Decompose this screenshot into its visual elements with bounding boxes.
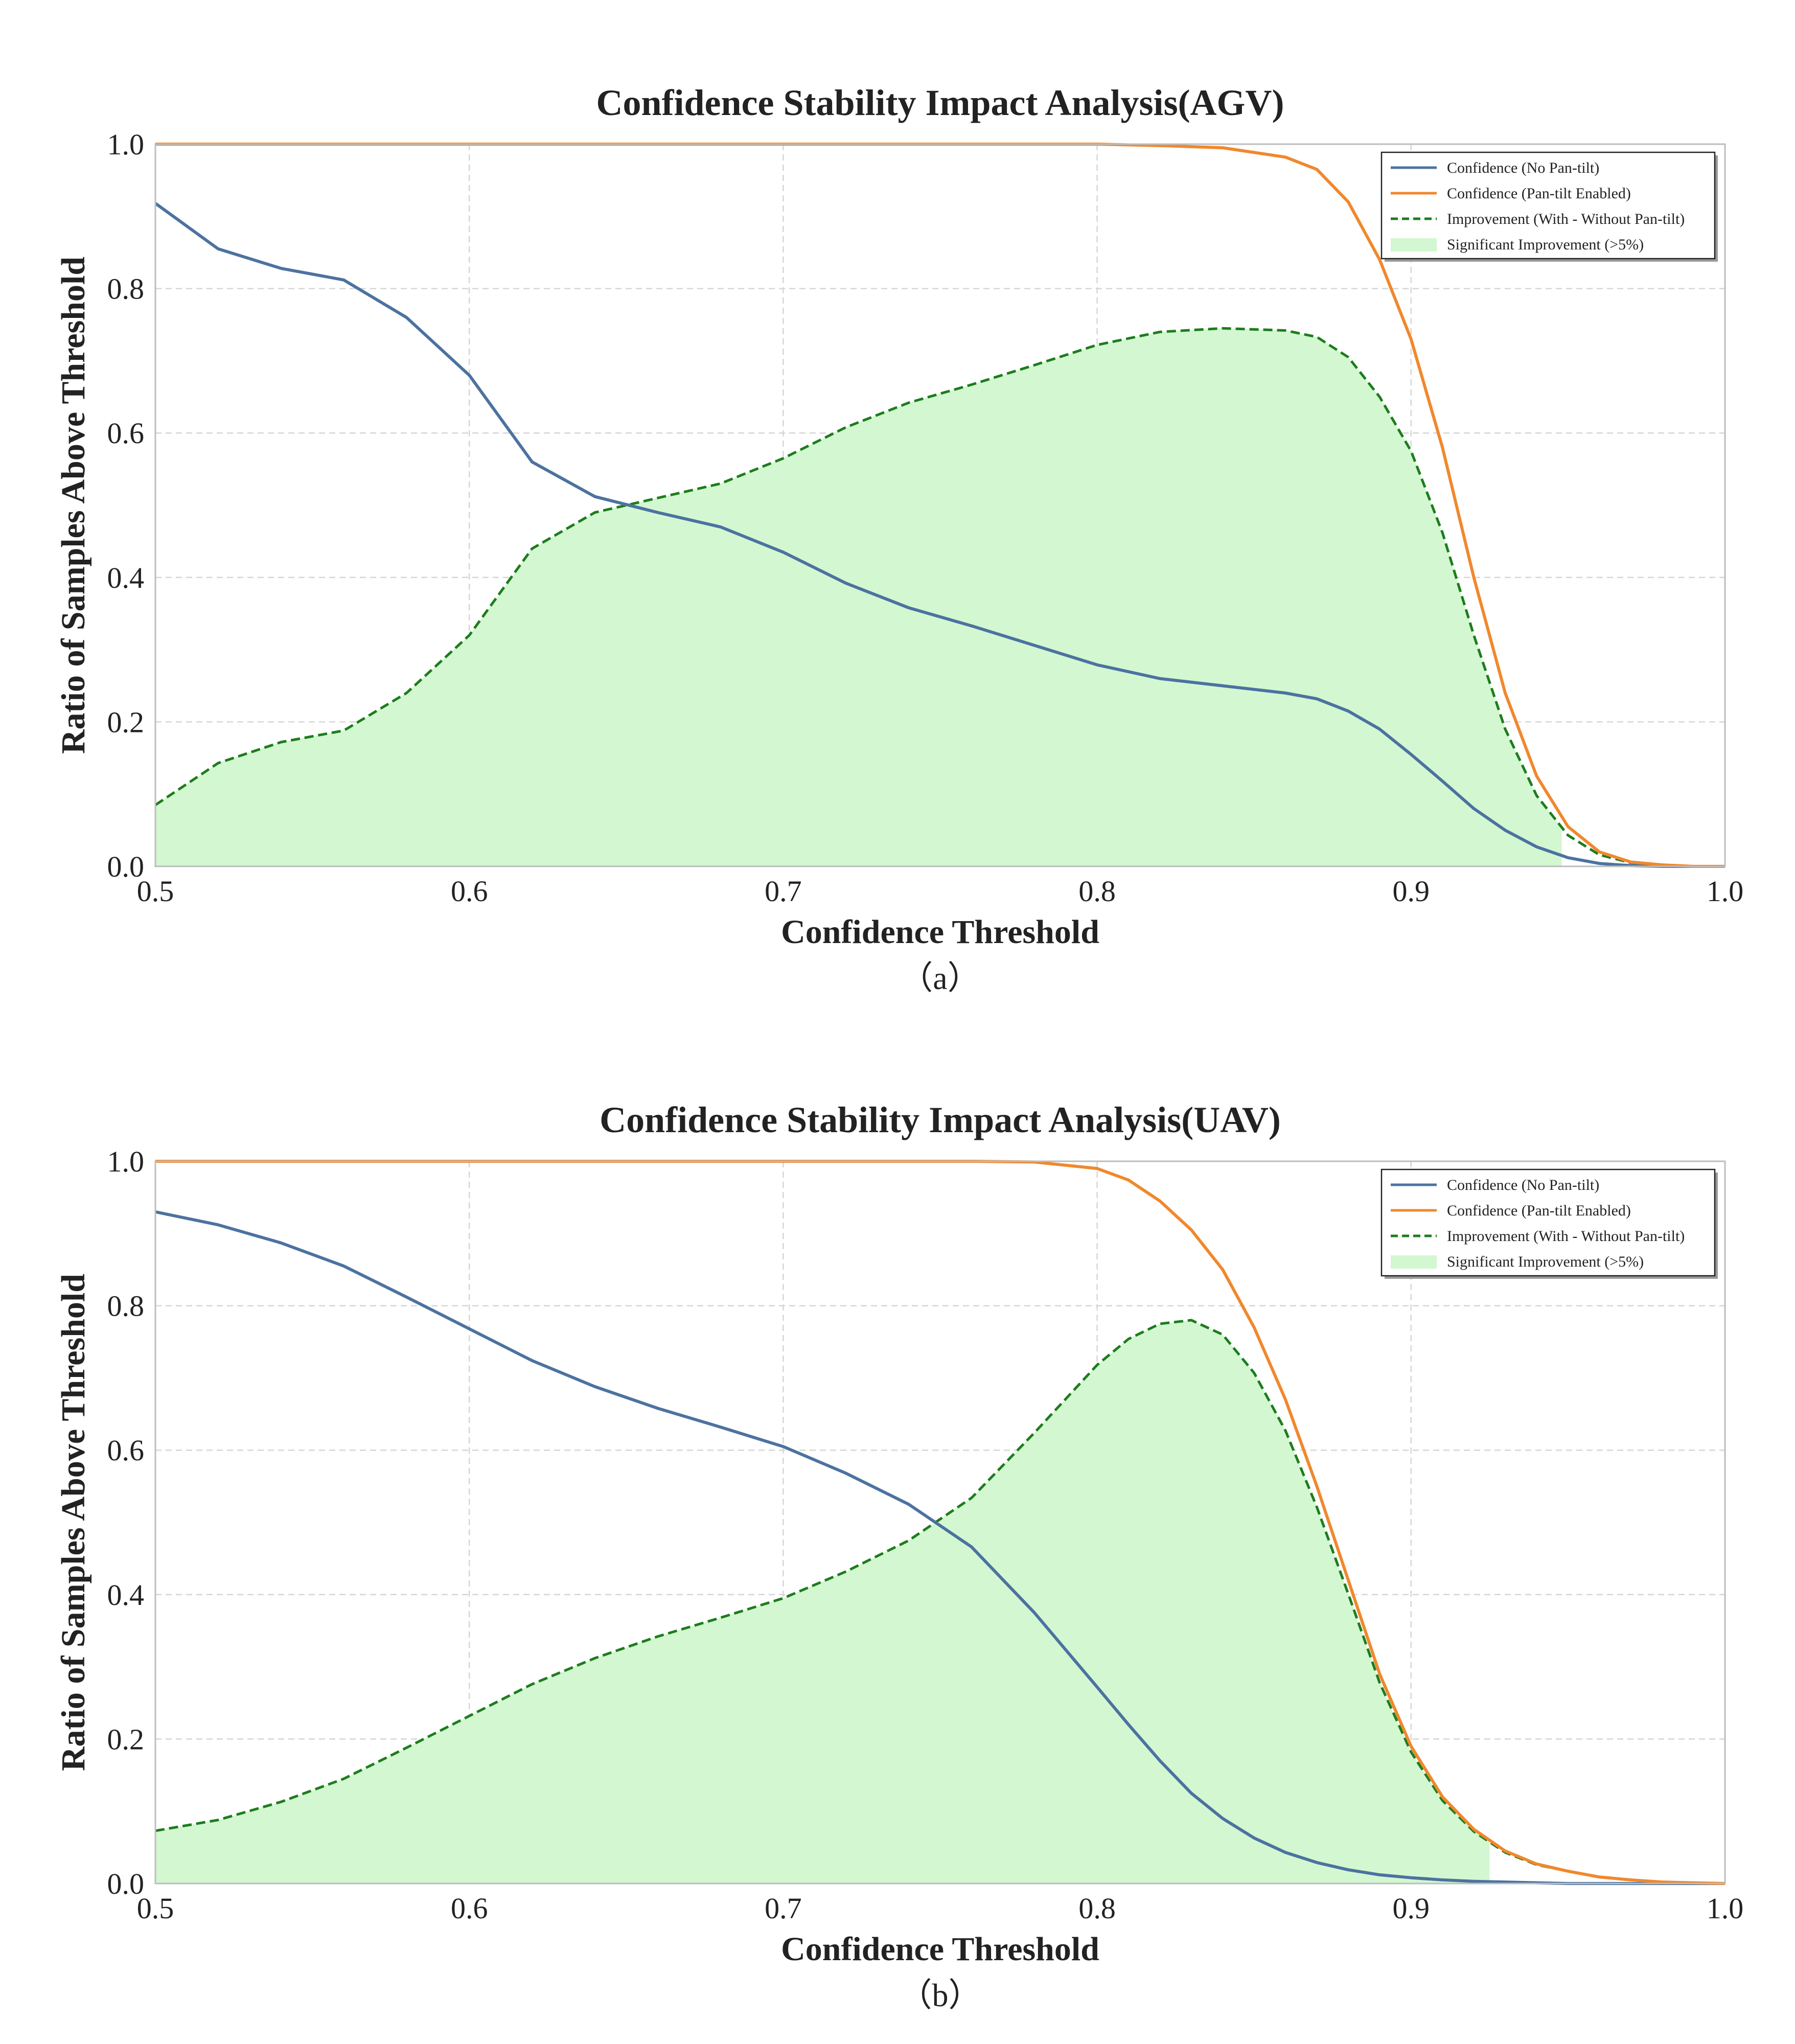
chart-panel-agv: Confidence Stability Impact Analysis(AGV… <box>0 0 1795 1017</box>
plot-frame <box>154 143 1726 867</box>
y-tick-label: 0.6 <box>107 417 145 450</box>
legend-swatch-fill <box>1391 238 1437 251</box>
chart-title: Confidence Stability Impact Analysis(AGV… <box>596 82 1284 123</box>
panel-caption: （a） <box>900 960 980 996</box>
x-tick-label: 1.0 <box>1707 1892 1744 1925</box>
y-tick-label: 0.0 <box>107 850 145 883</box>
legend-entry-label: Confidence (No Pan-tilt) <box>1447 159 1599 176</box>
x-tick-label: 0.9 <box>1393 875 1430 908</box>
y-tick-label: 0.2 <box>107 1723 145 1756</box>
legend-entry-label: Significant Improvement (>5%) <box>1447 1253 1644 1270</box>
legend-swatch-fill <box>1391 1255 1437 1269</box>
legend: Confidence (No Pan-tilt) Confidence (Pan-… <box>1380 1168 1718 1279</box>
x-tick-label: 0.6 <box>451 1892 488 1925</box>
y-tick-label: 0.4 <box>107 1578 145 1612</box>
y-tick-label: 0.8 <box>107 272 145 306</box>
chart-panel-uav: Confidence Stability Impact Analysis(UAV… <box>0 1017 1795 2034</box>
y-tick-label: 1.0 <box>107 128 145 161</box>
chart-uav: Confidence Stability Impact Analysis(UAV… <box>55 1099 1744 2013</box>
chart-title: Confidence Stability Impact Analysis(UAV… <box>600 1099 1281 1140</box>
x-tick-label: 0.5 <box>137 875 174 908</box>
legend: Confidence (No Pan-tilt) Confidence (Pan-… <box>1380 151 1718 262</box>
legend-box <box>1380 151 1716 260</box>
legend-box <box>1380 1168 1716 1277</box>
panel-caption: （b） <box>900 1977 981 2013</box>
y-tick-label: 0.6 <box>107 1434 145 1467</box>
x-tick-label: 0.5 <box>137 1892 174 1925</box>
x-tick-label: 1.0 <box>1707 875 1744 908</box>
legend-entry-label: Confidence (Pan-tilt Enabled) <box>1447 1202 1631 1219</box>
legend-entry-label: Significant Improvement (>5%) <box>1447 236 1644 253</box>
x-axis-label: Confidence Threshold <box>781 913 1099 951</box>
legend-entry-label: Improvement (With - Without Pan-tilt) <box>1447 211 1685 227</box>
y-axis-label: Ratio of Samples Above Threshold <box>55 257 92 754</box>
chart-agv: Confidence Stability Impact Analysis(AGV… <box>55 82 1744 996</box>
y-tick-label: 0.8 <box>107 1290 145 1323</box>
x-tick-label: 0.7 <box>765 875 802 908</box>
improvement-line <box>154 327 1725 868</box>
y-tick-label: 1.0 <box>107 1145 145 1178</box>
x-tick-label: 0.8 <box>1078 1892 1116 1925</box>
legend-entry-label: Confidence (No Pan-tilt) <box>1447 1177 1599 1193</box>
y-tick-label: 0.0 <box>107 1867 145 1900</box>
y-tick-label: 0.4 <box>107 561 145 594</box>
x-axis-label: Confidence Threshold <box>781 1931 1099 1968</box>
y-tick-label: 0.2 <box>107 705 145 739</box>
plot-frame <box>154 1160 1726 1885</box>
x-tick-label: 0.6 <box>451 875 488 908</box>
legend-entry-label: Improvement (With - Without Pan-tilt) <box>1447 1228 1685 1245</box>
legend-entry-label: Confidence (Pan-tilt Enabled) <box>1447 185 1631 202</box>
significant-improvement-area <box>155 328 1562 867</box>
x-tick-label: 0.8 <box>1078 875 1116 908</box>
no-pan-tilt-line <box>154 202 1725 868</box>
y-axis-label: Ratio of Samples Above Threshold <box>55 1274 92 1771</box>
significant-improvement-area <box>155 1320 1490 1884</box>
x-tick-label: 0.7 <box>765 1892 802 1925</box>
x-tick-label: 0.9 <box>1393 1892 1430 1925</box>
